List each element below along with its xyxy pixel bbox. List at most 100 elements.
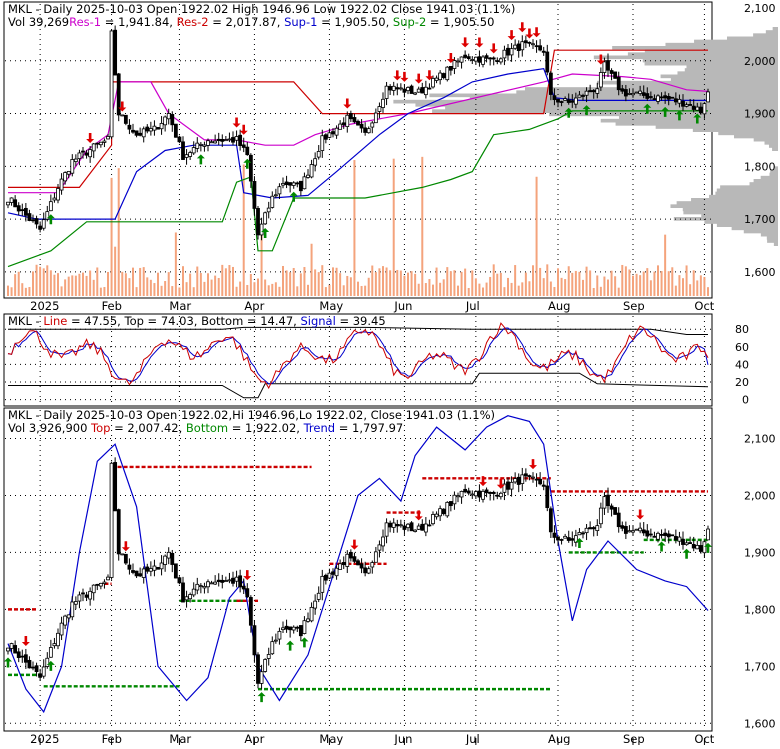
x-tick-label: Jun — [393, 732, 412, 745]
profile-bin — [715, 191, 778, 196]
candle-body — [638, 527, 643, 532]
sell-arrow — [343, 98, 352, 109]
candle-body — [459, 490, 464, 498]
volume-bar — [699, 275, 702, 296]
candle-body — [77, 152, 82, 160]
header-segment: Top — [124, 314, 144, 328]
candle-body — [206, 140, 210, 146]
volume-bar — [671, 267, 674, 296]
candle-body — [552, 532, 557, 538]
sell-arrow — [350, 539, 359, 550]
y-tick-label: 1,700 — [744, 660, 776, 673]
candle-body — [548, 72, 553, 95]
volume-bar — [674, 285, 677, 296]
x-tick-label: Mar — [169, 732, 191, 745]
profile-bin — [686, 65, 778, 69]
candle-body — [16, 205, 21, 212]
volume-bar — [607, 279, 609, 296]
volume-bar — [285, 270, 288, 296]
candle-body — [413, 529, 418, 532]
candle-body — [673, 536, 678, 541]
buy-arrow — [289, 191, 298, 202]
sell-arrow — [232, 117, 241, 128]
candle-body — [23, 207, 28, 216]
volume-bar — [632, 275, 634, 296]
candle-body — [95, 583, 100, 586]
candle-body — [416, 525, 421, 530]
volume-bar — [446, 267, 449, 296]
candle-body — [441, 508, 446, 515]
volume-bar — [589, 270, 592, 296]
volume-bar — [678, 275, 681, 296]
x-tick-label: Sep — [623, 732, 645, 745]
profile-bin — [749, 182, 778, 186]
candle-body — [481, 56, 485, 65]
volume-bar — [49, 270, 52, 296]
candle-body — [156, 127, 160, 130]
price-candles — [6, 25, 710, 241]
volume-bar — [142, 267, 145, 296]
candle-body — [498, 58, 503, 63]
candle-body — [481, 490, 485, 500]
candle-body — [534, 45, 539, 48]
candle-body — [452, 494, 457, 505]
volume-bar — [421, 156, 424, 296]
candle-body — [241, 585, 246, 590]
volume-bar — [239, 281, 242, 296]
candle-body — [34, 665, 39, 673]
candle-body — [559, 101, 564, 103]
candle-body — [527, 41, 532, 44]
candle-body — [20, 655, 25, 658]
candle-body — [516, 43, 521, 52]
volume-bar — [435, 267, 438, 296]
volume-bar — [542, 278, 545, 296]
candle-body — [588, 527, 593, 530]
profile-bin — [726, 36, 778, 41]
sell-arrow — [446, 52, 455, 63]
buy-arrow — [693, 113, 702, 124]
candle-body — [416, 88, 421, 93]
candle-body — [195, 583, 200, 591]
volume-bar — [532, 265, 534, 296]
candle-body — [127, 124, 132, 130]
candle-body — [113, 29, 118, 76]
candle-body — [473, 491, 478, 497]
candle-body — [152, 125, 157, 131]
volume-bar — [146, 277, 149, 296]
candle-body — [373, 112, 378, 124]
candle-body — [120, 114, 125, 117]
x-tick-label: Aug — [548, 732, 570, 745]
candle-body — [245, 588, 250, 598]
volume-bar — [317, 272, 320, 296]
y-tick-label: 1,900 — [744, 546, 776, 559]
volume-bar — [135, 287, 138, 296]
candle-body — [209, 141, 214, 144]
candle-body — [302, 176, 307, 190]
profile-bin — [676, 201, 778, 205]
candle-body — [45, 211, 50, 220]
volume-bar — [553, 287, 556, 296]
candle-body — [381, 98, 385, 108]
candle-body — [691, 105, 696, 110]
candle-body — [577, 94, 582, 98]
candle-body — [566, 99, 571, 103]
candle-body — [631, 530, 635, 533]
candle-body — [606, 494, 610, 507]
volume-bar — [657, 265, 659, 296]
candle-body — [334, 567, 339, 577]
volume-bar — [549, 281, 552, 296]
candle-body — [59, 622, 64, 636]
candle-body — [195, 142, 200, 149]
profile-bin — [772, 147, 778, 151]
candle-body — [413, 92, 418, 95]
candle-body — [123, 114, 128, 124]
support-2-line — [7, 110, 708, 268]
candle-body — [138, 573, 143, 577]
stochastic-header: MKL - Line = 47.55, Top = 74.03, Bottom … — [8, 314, 386, 328]
volume-bar — [89, 270, 92, 296]
candle-body — [688, 104, 693, 106]
candle-body — [223, 580, 228, 583]
profile-bin — [704, 220, 778, 224]
candle-body — [345, 114, 350, 127]
candle-body — [88, 590, 93, 600]
